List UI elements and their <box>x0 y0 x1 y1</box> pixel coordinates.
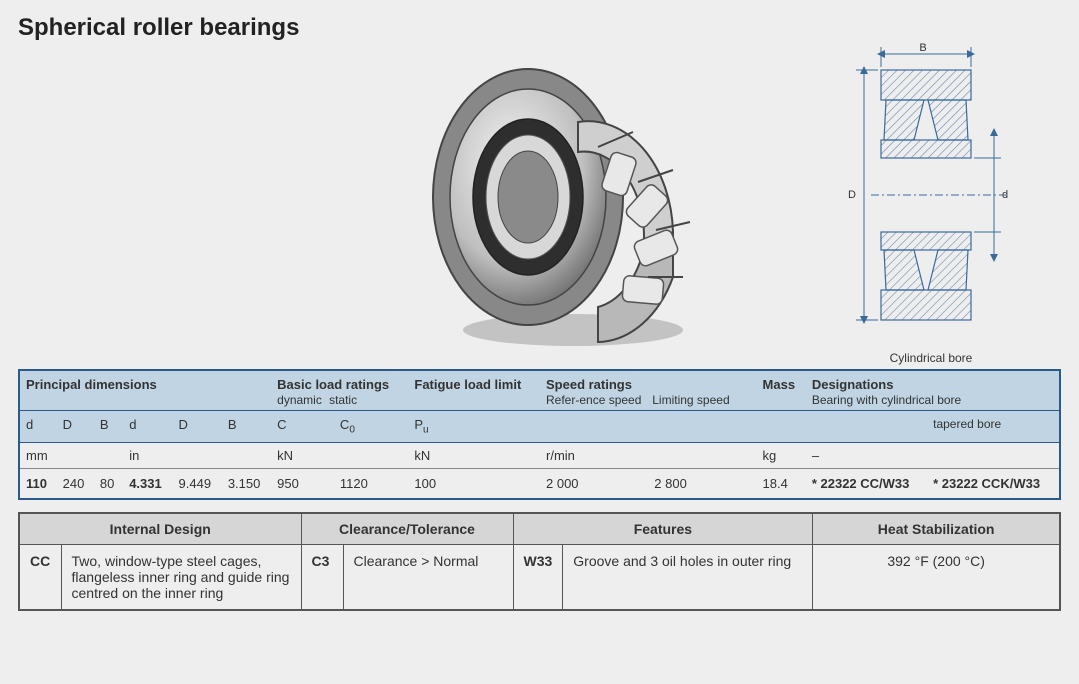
hero-area: B <box>18 42 1061 367</box>
sym-B2: B <box>222 411 271 443</box>
hdr-principal: Principal dimensions <box>26 377 157 392</box>
page-title: Spherical roller bearings <box>18 14 1061 42</box>
internal-code: CC <box>19 544 61 610</box>
heat-text: 392 °F (200 °C) <box>813 544 1060 610</box>
hdr-desig: Designations <box>812 377 894 392</box>
hdr-tapered: tapered bore <box>927 411 1060 443</box>
sym-d2: d <box>123 411 172 443</box>
feat-text: Groove and 3 oil holes in outer ring <box>563 544 813 610</box>
cross-section-caption: Cylindrical bore <box>806 351 1056 365</box>
cross-section-diagram: B <box>806 42 1056 362</box>
unit-in: in <box>123 442 271 468</box>
feat-code: W33 <box>513 544 563 610</box>
unit-dash: – <box>806 442 1060 468</box>
hdr-internal: Internal Design <box>19 513 301 545</box>
unit-mm: mm <box>19 442 123 468</box>
bearing-3d-illustration <box>418 62 718 352</box>
hdr-heat: Heat Stabilization <box>813 513 1060 545</box>
unit-kg: kg <box>757 442 806 468</box>
hdr-features: Features <box>513 513 813 545</box>
sym-C0: C0 <box>334 411 408 443</box>
sym-B: B <box>94 411 123 443</box>
hdr-speed: Speed ratings <box>546 377 632 392</box>
hdr-clearance: Clearance/Tolerance <box>301 513 513 545</box>
spec-table: Principal dimensions Basic load ratings … <box>18 369 1061 500</box>
hdr-mass: Mass <box>763 377 796 392</box>
dim-label-D: D <box>848 189 856 201</box>
clearance-code: C3 <box>301 544 343 610</box>
sym-Pu: Pu <box>408 411 540 443</box>
sym-D: D <box>57 411 94 443</box>
sym-d: d <box>19 411 57 443</box>
features-table: Internal Design Clearance/Tolerance Feat… <box>18 512 1061 611</box>
sym-C: C <box>271 411 334 443</box>
clearance-text: Clearance > Normal <box>343 544 513 610</box>
unit-kN2: kN <box>408 442 540 468</box>
dim-label-B: B <box>919 42 926 54</box>
unit-kN: kN <box>271 442 408 468</box>
sym-D2: D <box>173 411 222 443</box>
table-row: 110 240 80 4.331 9.449 3.150 950 1120 10… <box>19 468 1060 499</box>
internal-text: Two, window-type steel cages, flangeless… <box>61 544 301 610</box>
hdr-basicload: Basic load ratings <box>277 377 389 392</box>
unit-rmin: r/min <box>540 442 757 468</box>
hdr-fatigue: Fatigue load limit <box>414 377 521 392</box>
